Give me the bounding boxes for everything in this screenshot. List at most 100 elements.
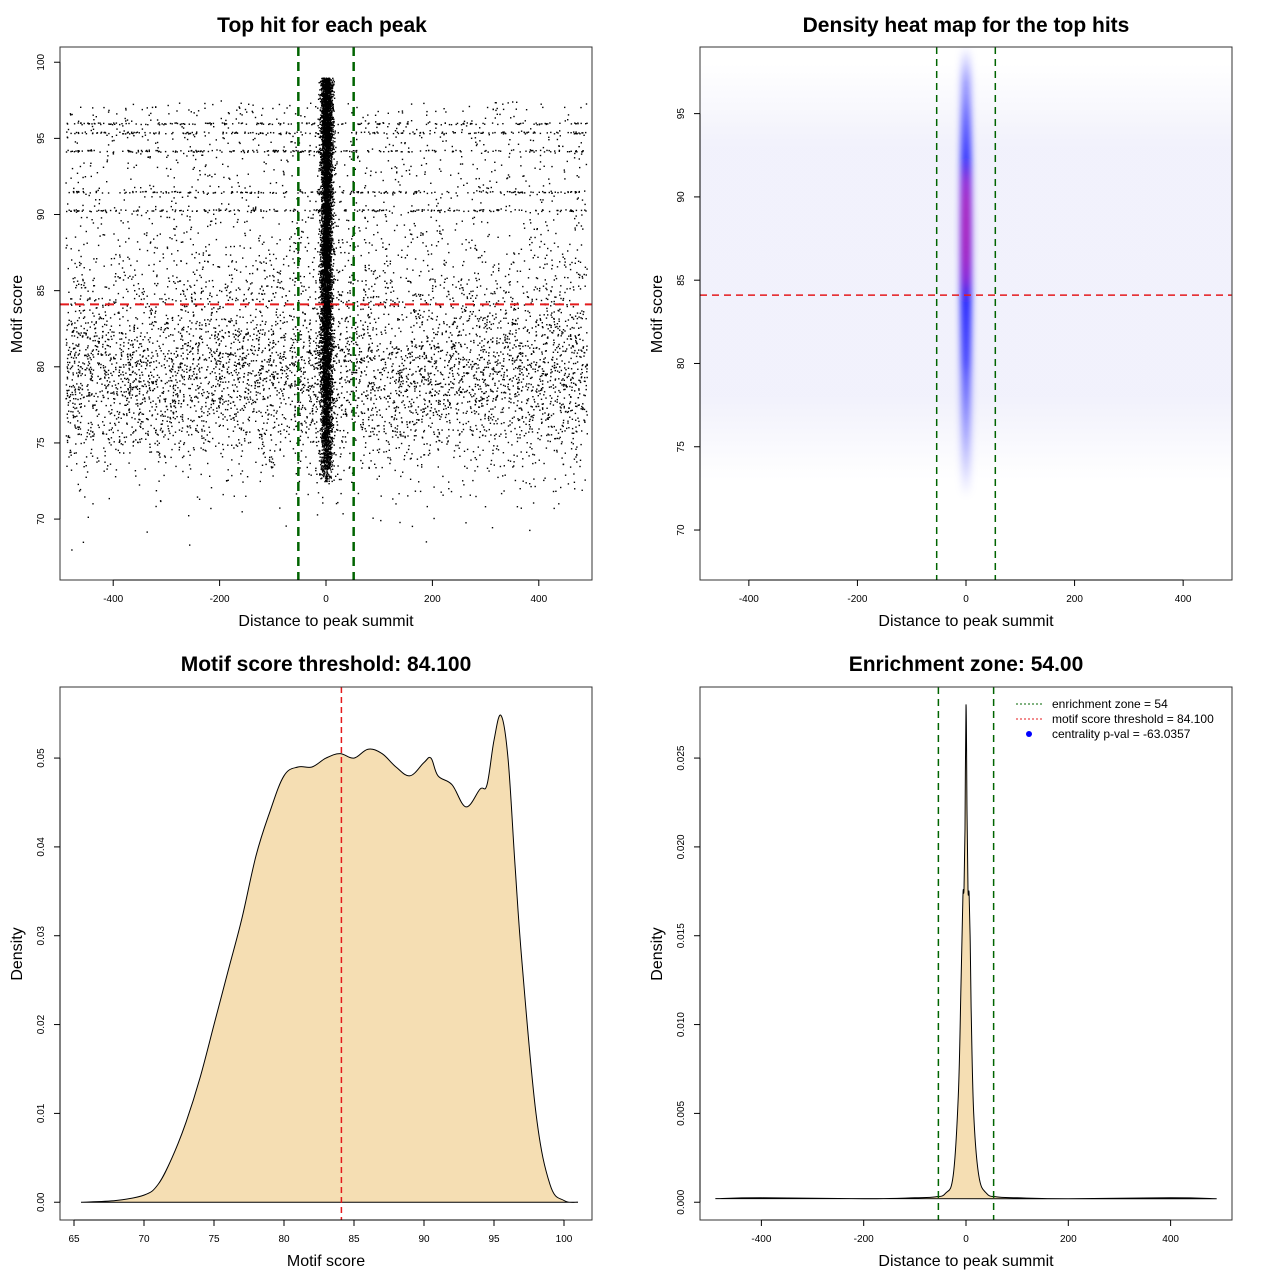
scatter-point [428, 425, 430, 427]
scatter-point [511, 333, 514, 335]
scatter-point [562, 463, 564, 466]
scatter-point [234, 352, 236, 354]
scatter-point [516, 323, 518, 325]
scatter-point [519, 370, 521, 372]
scatter-point [209, 348, 212, 350]
scatter-point [173, 353, 175, 355]
scatter-point [346, 342, 348, 345]
scatter-point [258, 437, 261, 439]
scatter-point [474, 457, 476, 459]
scatter-point [169, 432, 171, 435]
scatter-point [436, 413, 439, 416]
scatter-point [541, 353, 543, 355]
scatter-point [400, 376, 403, 378]
scatter-point [65, 384, 68, 386]
scatter-point [411, 398, 413, 401]
scatter-point [401, 358, 404, 360]
scatter-point [452, 429, 454, 431]
scatter-point [168, 365, 170, 367]
scatter-point [265, 380, 268, 383]
scatter-point [239, 363, 241, 366]
scatter-point [69, 385, 71, 388]
scatter-point [436, 347, 438, 349]
scatter-point [87, 389, 89, 391]
scatter-point [135, 395, 137, 397]
scatter-point [340, 378, 342, 380]
scatter-point [269, 341, 271, 344]
scatter-point [444, 416, 447, 419]
scatter-point [272, 462, 275, 464]
scatter-point [575, 341, 578, 343]
scatter-point [244, 391, 246, 393]
scatter-point [112, 431, 114, 434]
scatter-point [65, 237, 68, 239]
scatter-point [383, 430, 385, 433]
scatter-point [483, 251, 486, 253]
scatter-point [215, 341, 217, 344]
scatter-point [552, 351, 555, 353]
scatter-point [159, 456, 161, 458]
scatter-point [191, 400, 193, 403]
scatter-point [387, 371, 389, 374]
scatter-point [571, 389, 573, 391]
scatter-point [380, 378, 382, 381]
scatter-point [92, 407, 94, 409]
scatter-point [514, 410, 517, 412]
scatter-point [507, 425, 510, 427]
scatter-point [448, 383, 450, 386]
scatter-point [396, 428, 398, 430]
scatter-point [447, 290, 449, 293]
scatter-point [430, 361, 432, 363]
scatter-point [547, 433, 549, 435]
scatter-point [378, 448, 381, 450]
scatter-point [392, 290, 395, 292]
scatter-point [217, 308, 219, 310]
scatter-point [460, 307, 463, 310]
scatter-point [547, 426, 550, 428]
scatter-point [189, 468, 192, 470]
scatter-point [481, 402, 483, 405]
scatter-point [107, 332, 110, 334]
scatter-point [419, 317, 421, 319]
scatter-point [107, 385, 109, 387]
scatter-point [71, 379, 73, 381]
scatter-point [569, 287, 571, 290]
scatter-point [369, 357, 372, 359]
scatter-point [226, 419, 228, 421]
scatter-point [162, 353, 165, 355]
scatter-point [167, 425, 169, 427]
scatter-point [131, 340, 133, 342]
scatter-point [275, 412, 278, 414]
scatter-point [385, 367, 387, 369]
scatter-point [73, 360, 76, 362]
scatter-point [530, 249, 532, 251]
scatter-point [417, 464, 419, 467]
scatter-point [529, 529, 531, 532]
scatter-point [509, 378, 512, 380]
scatter-point [440, 386, 442, 388]
scatter-point [350, 354, 352, 356]
scatter-point [423, 353, 425, 355]
scatter-point [168, 350, 170, 352]
scatter-point [149, 362, 151, 364]
scatter-point [351, 371, 353, 374]
scatter-point [127, 348, 130, 350]
scatter-point [286, 366, 288, 368]
scatter-point [156, 340, 159, 342]
scatter-point [344, 413, 347, 415]
scatter-point [89, 372, 92, 374]
scatter-point [180, 293, 182, 295]
scatter-point [280, 362, 282, 364]
scatter-point [170, 352, 172, 355]
scatter-point [145, 438, 147, 440]
scatter-point [163, 398, 165, 400]
scatter-point [332, 332, 334, 335]
scatter-point [87, 429, 90, 431]
scatter-point [218, 407, 220, 409]
scatter-point [305, 456, 307, 458]
scatter-point [414, 490, 417, 492]
scatter-point [523, 435, 526, 437]
scatter-point [375, 398, 378, 400]
scatter-point [396, 405, 398, 408]
scatter-point [239, 377, 241, 379]
